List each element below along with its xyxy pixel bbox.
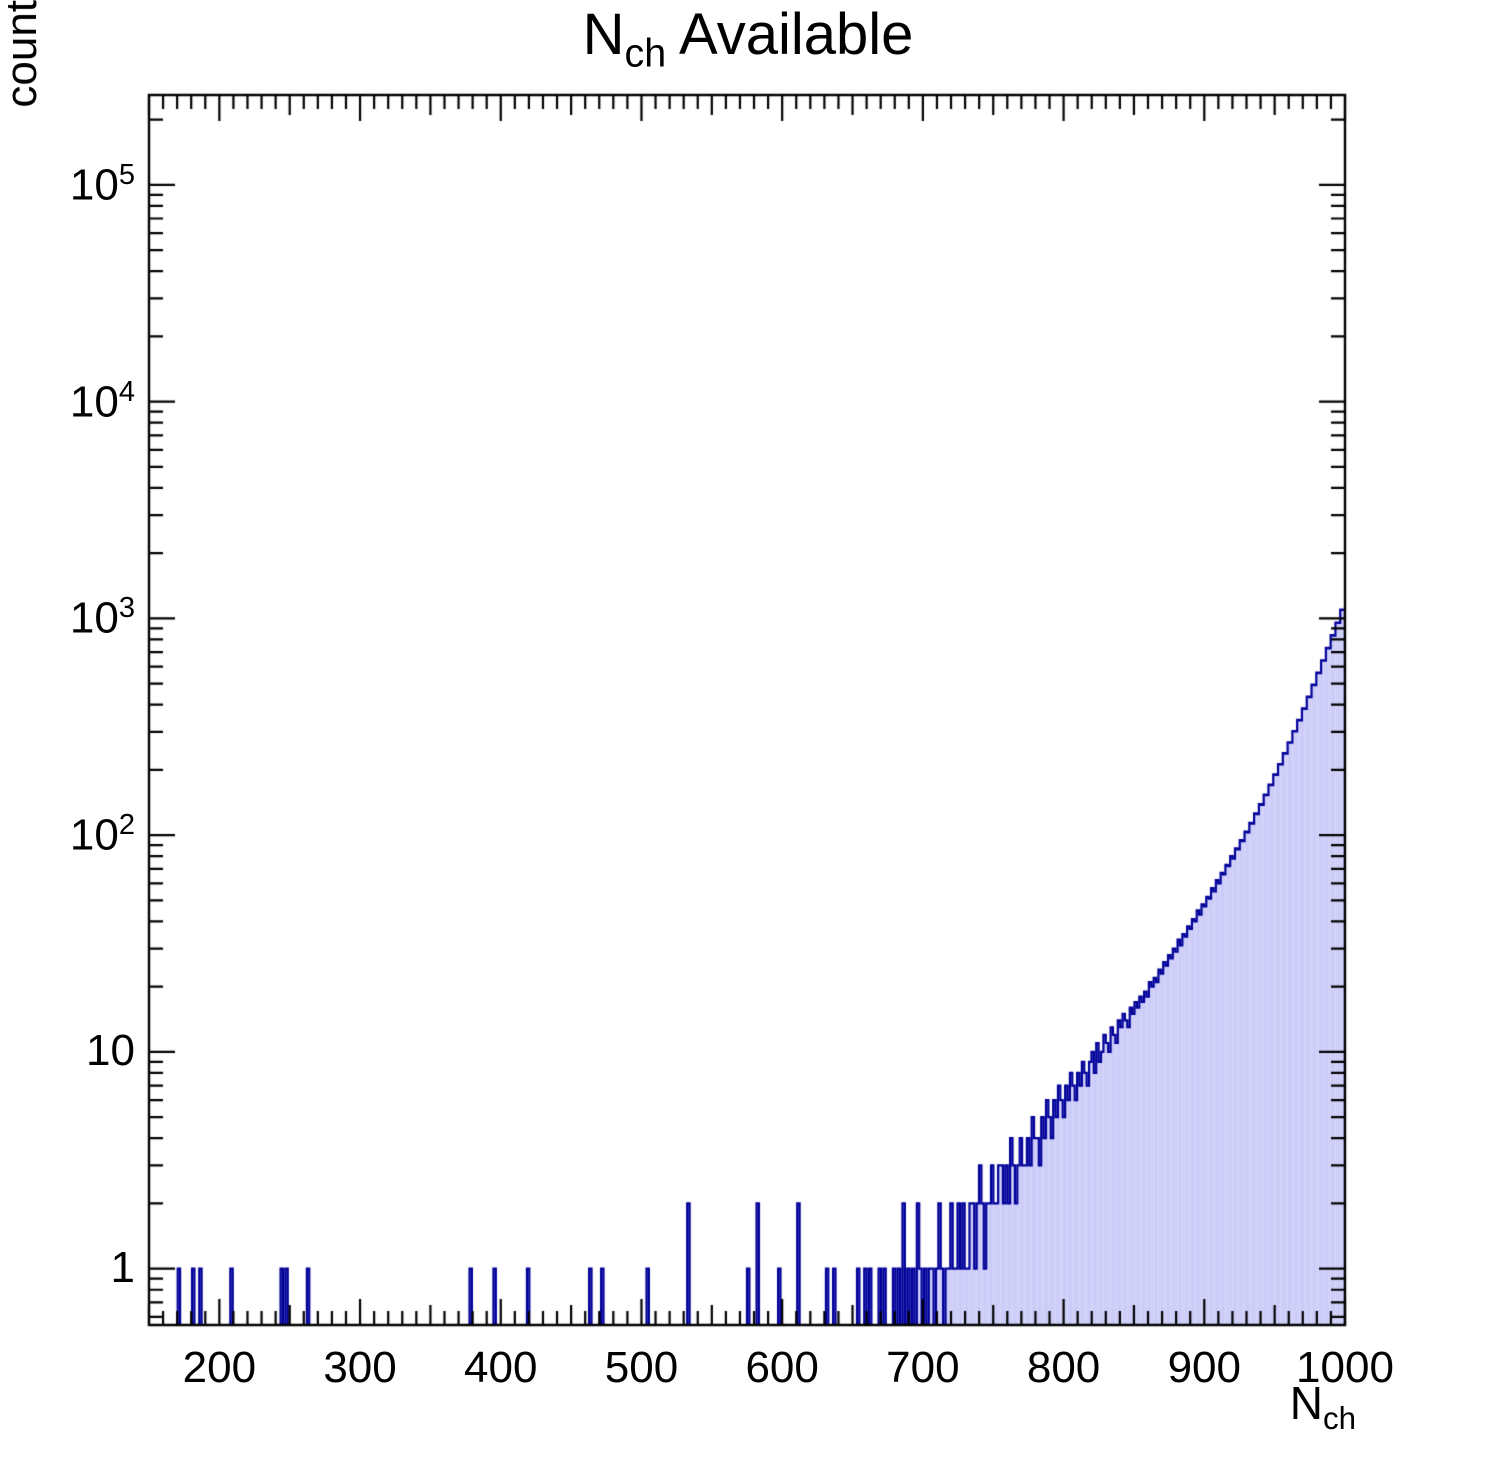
y-tick-label: 104 xyxy=(70,376,135,428)
x-tick-label: 900 xyxy=(1167,1343,1241,1392)
xlabel-subscript: ch xyxy=(1322,1401,1356,1437)
x-tick-label: 400 xyxy=(464,1343,538,1392)
y-tick-label: 105 xyxy=(70,159,135,211)
y-tick-label: 103 xyxy=(70,592,135,644)
x-tick-label: 300 xyxy=(323,1343,397,1392)
y-tick-mantissa: 10 xyxy=(69,594,119,644)
x-tick-label: 800 xyxy=(1026,1343,1101,1392)
x-tick-label: 700 xyxy=(886,1343,960,1392)
title-subscript: ch xyxy=(624,31,667,76)
y-tick-mantissa: 1 xyxy=(110,1242,135,1292)
y-tick-mantissa: 10 xyxy=(69,160,119,210)
y-tick-mantissa: 10 xyxy=(86,1025,135,1075)
y-tick-exponent: 2 xyxy=(118,809,135,842)
y-tick-mantissa: 10 xyxy=(69,377,119,427)
x-tick-label: 200 xyxy=(182,1343,257,1392)
x-axis-label: Nch xyxy=(1290,1380,1356,1434)
y-tick-label: 102 xyxy=(70,809,135,861)
y-tick-mantissa: 10 xyxy=(69,810,119,860)
y-tick-label: 1 xyxy=(111,1243,135,1293)
y-tick-exponent: 3 xyxy=(118,592,135,625)
title-rest: Available xyxy=(666,2,914,67)
x-tick-label: 600 xyxy=(745,1343,819,1392)
y-tick-exponent: 5 xyxy=(118,158,135,191)
y-tick-exponent: 4 xyxy=(118,375,135,408)
x-tick-label: 500 xyxy=(604,1343,679,1392)
title-base: N xyxy=(582,2,625,67)
y-tick-label: 10 xyxy=(86,1026,135,1076)
y-axis-label: count xyxy=(0,0,46,108)
chart-title: Nch Available xyxy=(0,6,1496,74)
x-tick-label: 1000 xyxy=(1296,1343,1394,1392)
xlabel-base: N xyxy=(1289,1377,1323,1429)
